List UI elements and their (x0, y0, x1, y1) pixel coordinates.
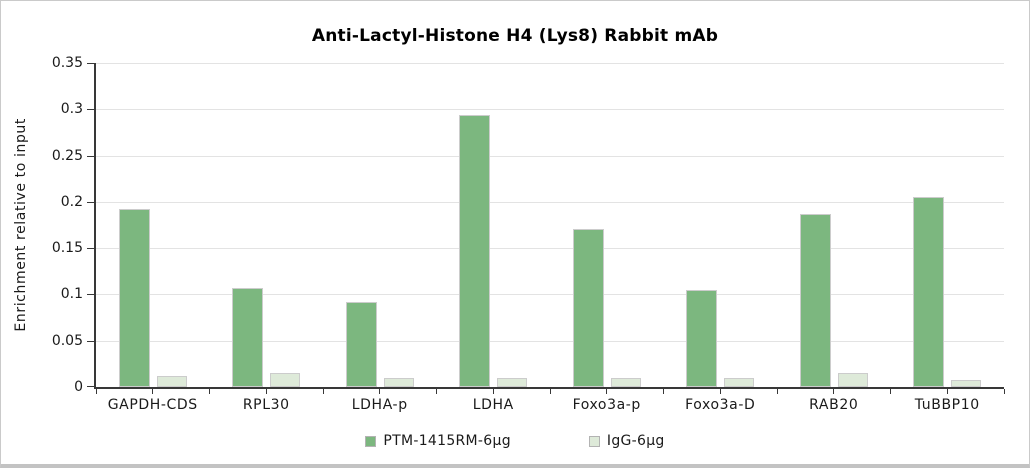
plot-area: 0 0.05 0.1 0.15 0.2 0.25 0.3 0.35 (52, 55, 1005, 395)
y-axis-title-text: Enrichment relative to input (13, 118, 29, 332)
x-axis-tick (776, 389, 778, 394)
x-axis-tick (209, 389, 210, 394)
x-axis-tick (436, 389, 437, 394)
bar-ptm-1415rm-6-g (459, 115, 491, 387)
x-axis-tick (833, 389, 835, 394)
bar-group (891, 63, 1005, 387)
x-axis-tick (719, 389, 721, 394)
y-axis-title: Enrichment relative to input (13, 63, 29, 387)
y-axis-tick-label: 0.3 (60, 101, 83, 118)
gridline (96, 63, 1004, 64)
gridline (96, 109, 1004, 111)
y-axis-tick (87, 109, 94, 111)
bar-igg-6-g (610, 378, 641, 387)
bar-ptm-1415rm-6-g (799, 214, 831, 387)
x-axis-tick (492, 389, 494, 394)
x-axis-tick (379, 389, 381, 394)
x-axis-label: Foxo3a-p (572, 397, 641, 413)
y-axis-tick (87, 155, 94, 157)
bar-igg-6-g (156, 376, 187, 387)
y-axis-tick (87, 63, 94, 64)
x-axis-label: Foxo3a-D (685, 397, 756, 413)
x-axis-tick (265, 389, 267, 394)
legend-label: IgG-6µg (606, 433, 665, 449)
x-axis-tick (95, 389, 97, 394)
gridline (96, 201, 1004, 203)
x-axis-tick (549, 389, 551, 394)
x-axis-tick (946, 389, 948, 394)
y-axis-tick (87, 201, 94, 203)
legend-swatch (365, 435, 377, 447)
y-axis-tick-label: 0.35 (51, 55, 83, 71)
y-axis-tick-label: 0 (74, 379, 83, 395)
bar-igg-6-g (724, 378, 755, 387)
x-axis-tick (890, 389, 891, 394)
y-axis-line (94, 63, 96, 389)
x-axis-line (94, 387, 1004, 389)
x-axis-label: RPL30 (242, 397, 290, 413)
x-axis-tick (152, 389, 154, 394)
bar-group (96, 63, 210, 387)
bar-group (777, 63, 891, 387)
y-axis-tick (87, 340, 94, 342)
bar-group (323, 63, 437, 387)
y-axis-tick-label: 0.05 (51, 332, 83, 349)
x-axis-label: RAB20 (809, 397, 859, 413)
legend-item: PTM-1415RM-6µg (365, 433, 511, 449)
bar-group (437, 63, 551, 387)
legend-label: PTM-1415RM-6µg (383, 433, 511, 449)
legend-swatch (588, 435, 600, 447)
chart-title: Anti-Lactyl-Histone H4 (Lys8) Rabbit mAb (311, 26, 719, 46)
bar-ptm-1415rm-6-g (686, 290, 718, 387)
x-axis-tick (1003, 389, 1005, 394)
y-axis-tick (87, 248, 94, 250)
gridline (96, 340, 1004, 342)
legend: PTM-1415RM-6µg IgG-6µg (1, 433, 1029, 449)
x-axis-tick (663, 389, 664, 394)
bar-igg-6-g (951, 380, 982, 387)
bar-igg-6-g (270, 373, 301, 387)
x-axis-label: LDHA-p (351, 397, 408, 413)
gridline (96, 155, 1004, 157)
bar-group (550, 63, 664, 387)
y-axis-tick-label: 0.15 (51, 240, 83, 257)
bar-ptm-1415rm-6-g (232, 288, 264, 387)
y-axis-tick (87, 294, 94, 296)
gridline (96, 248, 1004, 250)
bar-group (664, 63, 778, 387)
bar-ptm-1415rm-6-g (118, 209, 150, 387)
bar-igg-6-g (837, 373, 868, 387)
y-axis-tick-label: 0.1 (60, 286, 83, 303)
x-axis-label: GAPDH-CDS (107, 397, 198, 413)
x-axis-label: TuBBP10 (914, 397, 980, 413)
gridline (96, 294, 1004, 296)
bar-ptm-1415rm-6-g (913, 197, 945, 387)
x-axis-label: LDHA (472, 397, 514, 413)
y-axis-tick-label: 0.2 (60, 193, 83, 210)
y-axis-tick (87, 386, 94, 387)
bar-igg-6-g (497, 378, 528, 387)
bar-igg-6-g (383, 378, 414, 387)
legend-item: IgG-6µg (588, 433, 665, 449)
y-axis-tick-label: 0.25 (51, 147, 83, 164)
bar-ptm-1415rm-6-g (572, 229, 604, 387)
bar-ptm-1415rm-6-g (345, 302, 377, 387)
x-axis-tick (606, 389, 608, 394)
bar-group (210, 63, 324, 387)
x-axis-tick (322, 389, 324, 394)
